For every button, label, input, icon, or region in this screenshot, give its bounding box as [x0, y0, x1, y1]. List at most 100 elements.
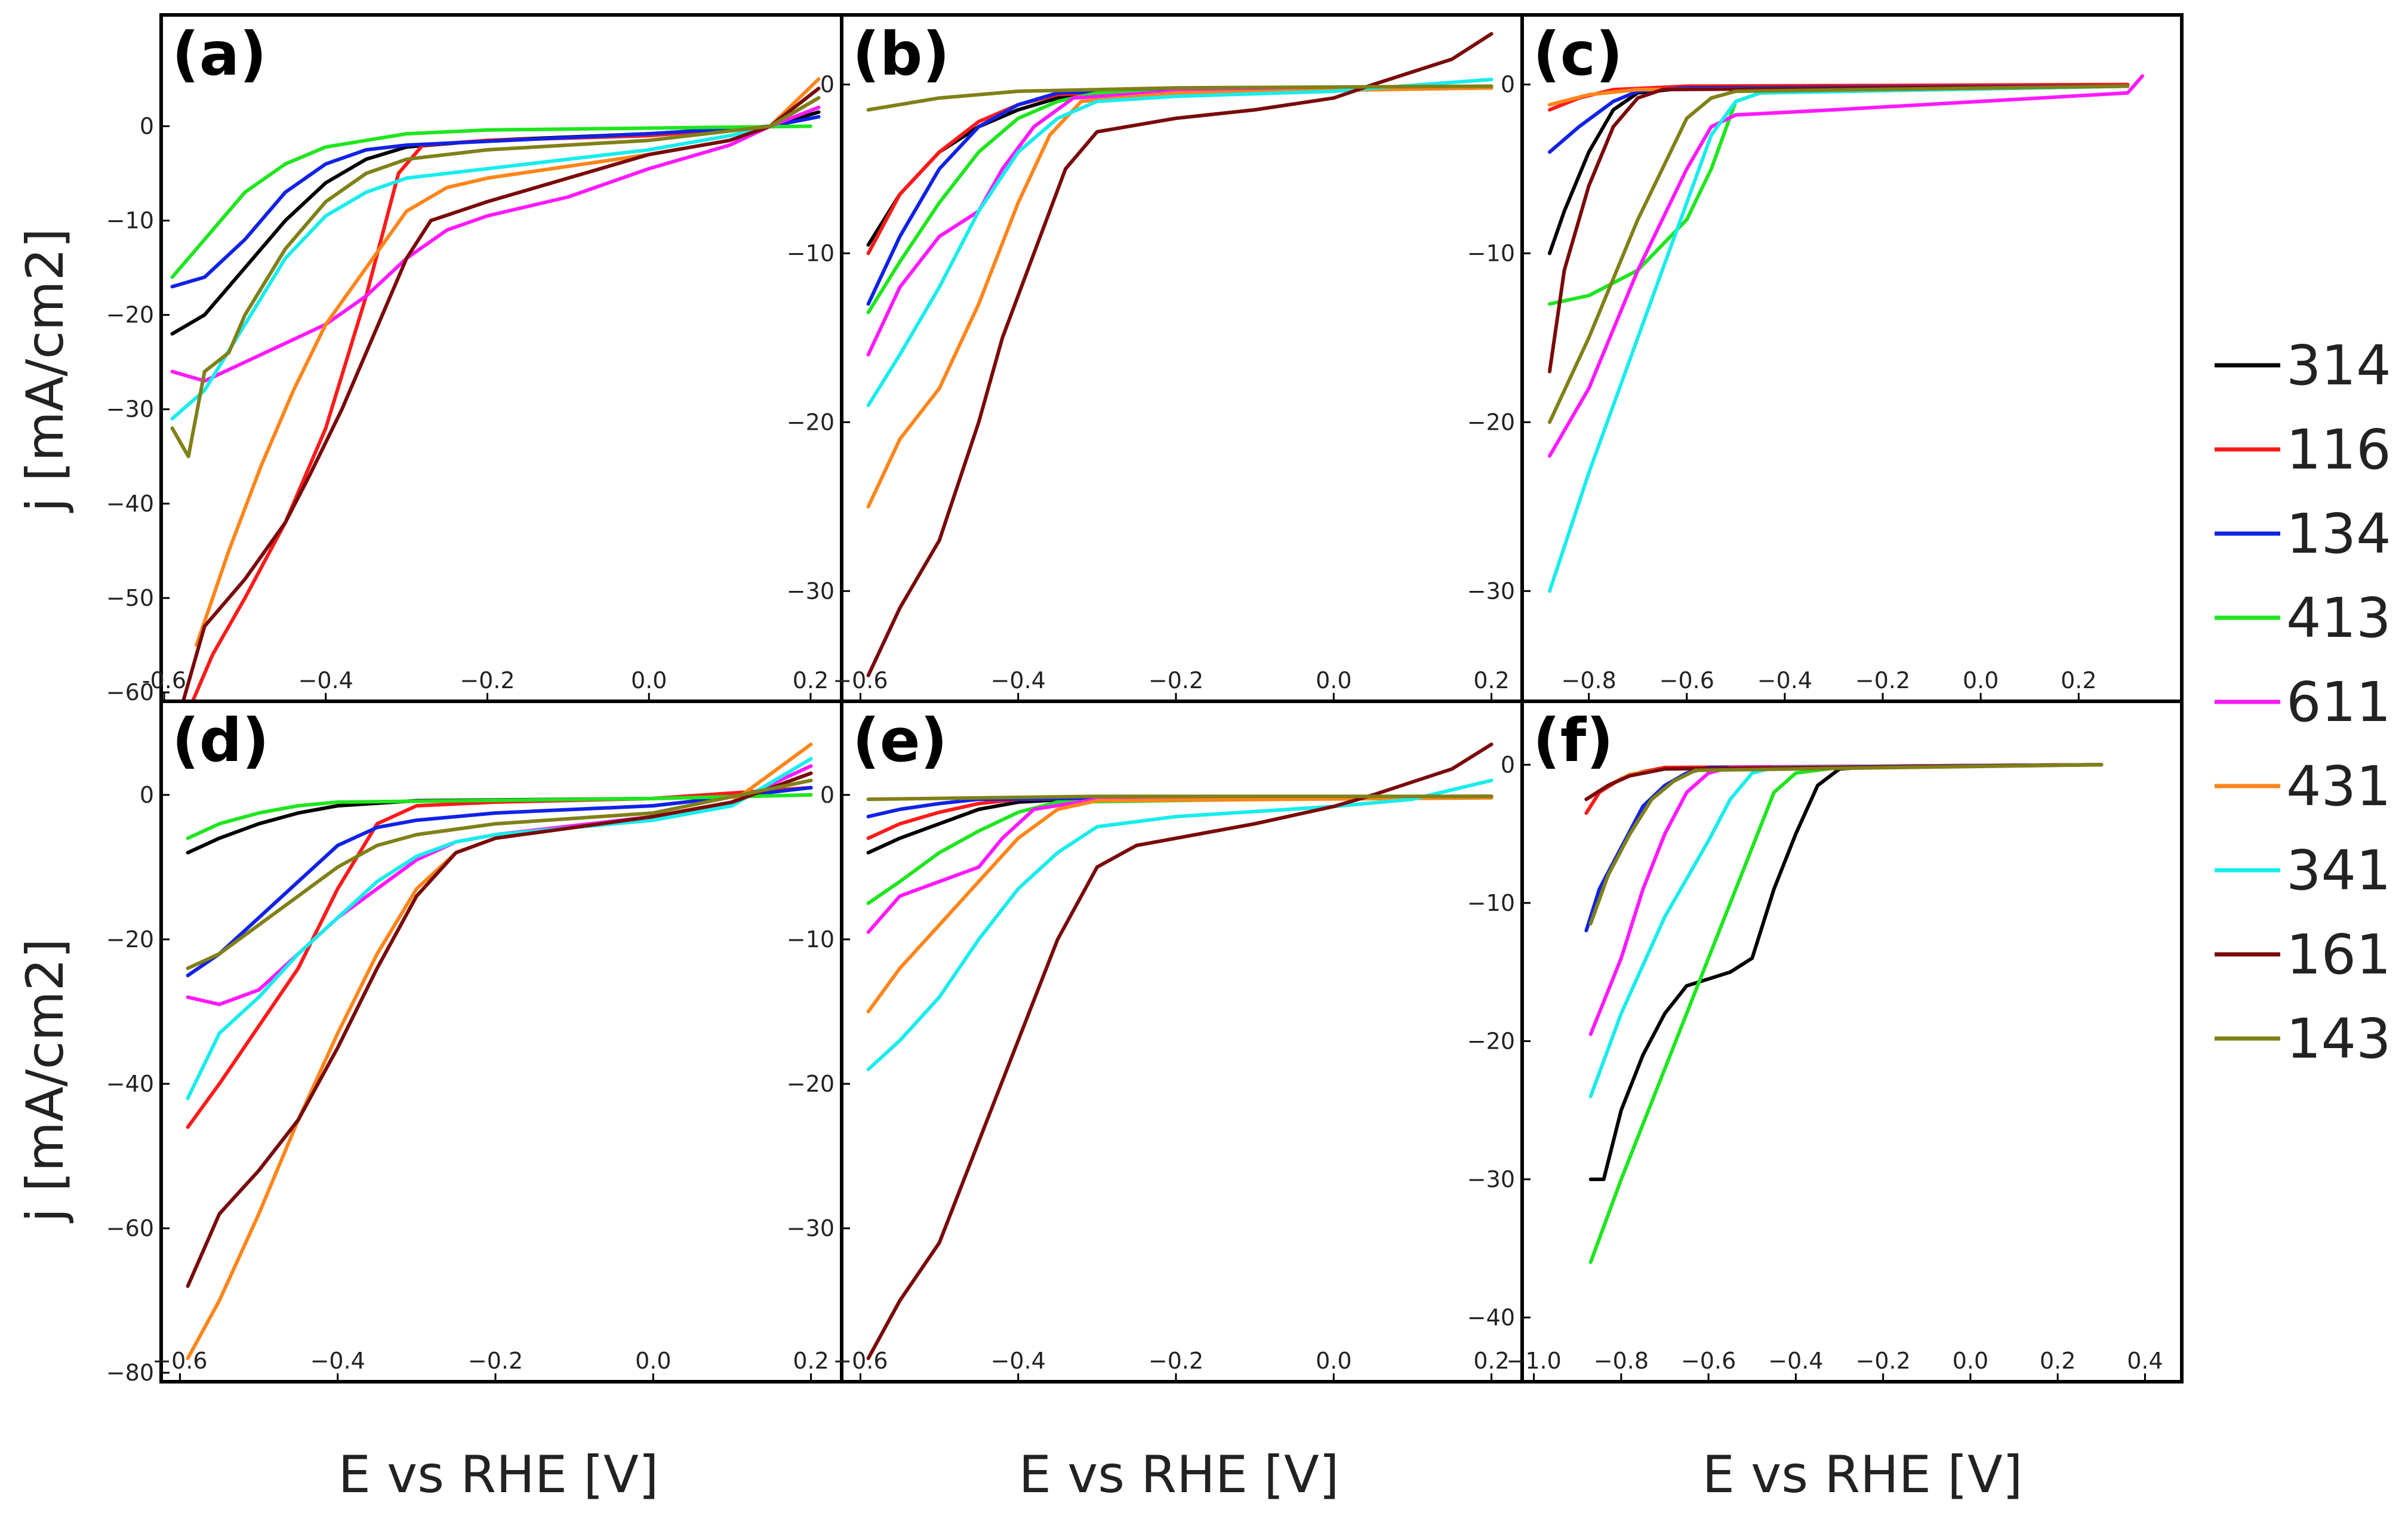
panel-label: (f): [1533, 705, 1613, 775]
series-group: [1548, 74, 2144, 593]
y-tick-label: −20: [1467, 409, 1515, 435]
x-tick-label: 0.2: [793, 667, 829, 694]
x-tick-label: 0.4: [2127, 1348, 2163, 1374]
x-tick-label: −0.4: [310, 1348, 365, 1374]
y-tick-label: 0: [140, 782, 154, 808]
series-line-341: [866, 78, 1494, 408]
legend-item: 143: [2215, 1007, 2391, 1071]
y-axis-label-bottom: j [mA/cm2]: [16, 938, 75, 1224]
y-tick-label: −10: [1467, 890, 1515, 916]
series-line-413: [866, 86, 1494, 315]
y-tick-label: −40: [106, 1071, 154, 1097]
legend-item: 611: [2215, 670, 2391, 734]
series-line-413: [186, 793, 813, 840]
x-tick-label: −0.2: [460, 667, 515, 694]
y-axis-label-top: j [mA/cm2]: [16, 228, 75, 513]
legend-item: 314: [2215, 334, 2391, 398]
y-tick-label: −10: [1467, 240, 1515, 266]
x-tick-label: 0.0: [1316, 1348, 1351, 1374]
y-tick-label: −10: [787, 240, 835, 266]
series-line-143: [170, 96, 821, 458]
series-line-341: [186, 757, 813, 1101]
y-tick-label: −40: [1467, 1304, 1515, 1330]
y-tick-label: 0: [1501, 72, 1515, 98]
x-tick-label: −0.6: [833, 1348, 888, 1374]
x-tick-label: −0.4: [1768, 1348, 1823, 1374]
series-line-314: [1588, 763, 2104, 1181]
x-tick-label: −0.6: [1681, 1348, 1736, 1374]
y-tick-label: −20: [787, 1071, 835, 1097]
legend-label: 413: [2286, 586, 2391, 650]
series-line-341: [866, 778, 1494, 1071]
x-tick-label: 0.0: [1953, 1348, 1988, 1374]
panels: -0.6 −0.4 −0.2 0.0 0.2 0 −10 −20 −30 −40 −50 −60 (a)…: [106, 13, 2184, 1386]
x-tick-label: 0.2: [2040, 1348, 2076, 1374]
y-tick-label: −20: [1467, 1028, 1515, 1054]
series-group: [170, 77, 821, 701]
legend-item: 341: [2215, 839, 2391, 902]
x-tick-label: 0.2: [2061, 667, 2096, 694]
legend-label: 143: [2286, 1007, 2391, 1071]
x-tick-label: −0.6: [1659, 667, 1714, 694]
x-tick-label: −0.4: [991, 1348, 1046, 1374]
legend-item: 134: [2215, 502, 2391, 566]
x-axis-label-d: E vs RHE [V]: [338, 1445, 659, 1505]
series-line-143: [1548, 84, 2130, 424]
series-group: [866, 32, 1494, 677]
x-axis-label-f: E vs RHE [V]: [1702, 1445, 2023, 1505]
x-tick-label: -0.6: [142, 667, 186, 694]
series-line-143: [866, 84, 1494, 112]
series-line-341: [170, 96, 821, 421]
y-tick-label: −20: [106, 302, 154, 328]
x-tick-label: −0.6: [152, 1348, 207, 1374]
x-axis-label-e: E vs RHE [V]: [1019, 1445, 1340, 1505]
series-line-143: [866, 794, 1494, 802]
series-line-143: [186, 778, 813, 970]
legend-label: 161: [2286, 923, 2391, 987]
legend-label: 314: [2286, 334, 2391, 398]
legend-item: 413: [2215, 586, 2391, 650]
legend-label: 611: [2286, 670, 2391, 734]
x-tick-label: 0.0: [1963, 667, 1999, 694]
panel-label: (c): [1533, 19, 1623, 89]
panel-label: (a): [172, 19, 267, 89]
y-tick-label: −20: [106, 926, 154, 953]
y-tick-label: −60: [106, 679, 154, 705]
series-group: [186, 742, 813, 1360]
y-tick-label: −30: [1467, 1166, 1515, 1193]
legend-item: 431: [2215, 754, 2391, 818]
x-tick-label: −0.4: [298, 667, 353, 694]
x-tick-label: 0.0: [635, 1348, 671, 1374]
x-tick-label: 0.2: [793, 1348, 829, 1374]
legend-label: 431: [2286, 754, 2391, 818]
x-tick-label: −0.2: [1856, 1348, 1911, 1374]
legend-item: 161: [2215, 923, 2391, 987]
series-line-161: [186, 771, 813, 1288]
legend-label: 134: [2286, 502, 2391, 566]
series-group: [866, 742, 1494, 1360]
x-tick-label: −0.2: [468, 1348, 523, 1374]
y-tick-label: −40: [106, 491, 154, 517]
x-tick-label: −0.6: [833, 667, 888, 694]
series-line-134: [170, 115, 821, 289]
series-line-431: [866, 796, 1494, 1013]
panel-label: (d): [172, 705, 269, 775]
series-line-341: [1548, 84, 2130, 593]
panel-b: −0.6 −0.4 −0.2 0.0 0.2 0 −10 −20 −30 (b): [787, 13, 1524, 703]
legend-label: 116: [2286, 418, 2391, 482]
y-tick-label: −30: [106, 396, 154, 423]
y-tick-label: 0: [1501, 751, 1515, 778]
x-tick-label: 0.2: [1473, 1348, 1509, 1374]
y-tick-label: −10: [106, 208, 154, 234]
series-line-134: [186, 785, 813, 978]
panel-a: -0.6 −0.4 −0.2 0.0 0.2 0 −10 −20 −30 −40 −50 −60 (a): [106, 13, 843, 705]
series-line-611: [866, 794, 1494, 934]
x-tick-label: 0.0: [631, 667, 667, 694]
y-tick-label: −80: [106, 1360, 154, 1386]
y-tick-label: −30: [1467, 578, 1515, 604]
y-tick-label: −30: [787, 1215, 835, 1241]
x-tick-label: −0.8: [1594, 1348, 1649, 1374]
x-tick-label: −0.2: [1855, 667, 1910, 694]
y-tick-label: −50: [106, 585, 154, 611]
